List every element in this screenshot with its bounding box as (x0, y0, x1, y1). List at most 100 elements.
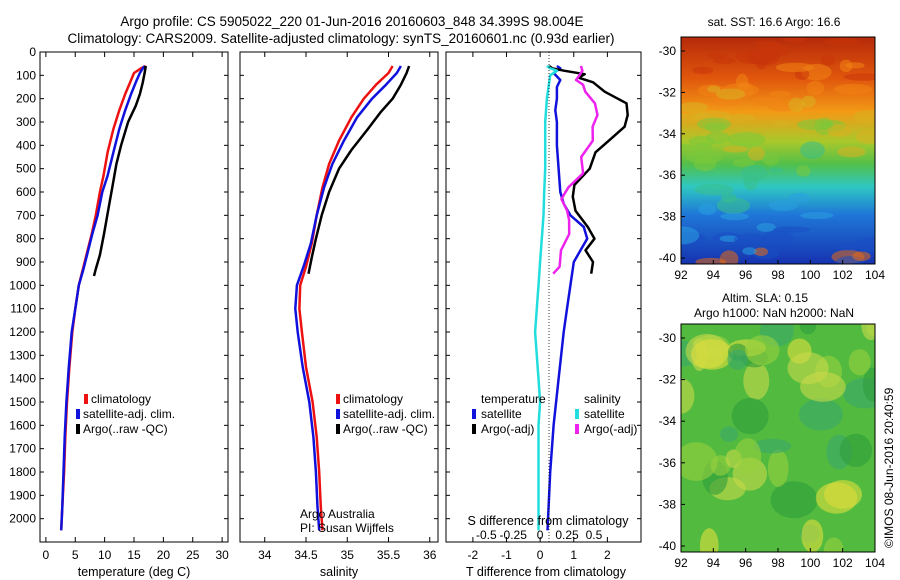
y-tick-label: 200 (16, 92, 36, 106)
sst-patch (727, 132, 766, 147)
title-line-2: Climatology: CARS2009. Satellite-adjuste… (67, 31, 614, 46)
credit-line-1: Argo Australia (300, 507, 375, 521)
x-tick-label: 15 (127, 548, 141, 562)
sst-patch (801, 95, 816, 108)
sla-texture (681, 324, 875, 552)
sla-patch (839, 433, 873, 468)
map-x-tick-label: 104 (865, 556, 885, 570)
temperature-legend: climatology satellite-adj. clim. Argo(..… (76, 392, 175, 436)
salinity-tick-label: -0.5 (476, 528, 497, 542)
sla-patch (743, 362, 770, 400)
sst-patch (692, 66, 714, 75)
sst-patch (696, 117, 732, 131)
temperature-panel-frame (39, 51, 229, 543)
sla-patch (801, 519, 824, 552)
sst-patch (853, 110, 875, 124)
map-x-tick-label: 98 (771, 268, 785, 282)
sst-ticks: 92 94 96 98 100 102 104 -30 -32 -34 -36 -38 -40 (659, 44, 886, 282)
sla-patch (699, 528, 719, 552)
sst-patch (720, 212, 749, 221)
sla-patch (710, 455, 731, 476)
sla-patch (691, 339, 734, 370)
sla-map (681, 324, 875, 552)
sst-patch (742, 247, 757, 255)
difference-legend: temperature satellite Argo(-adj) salinit… (472, 392, 637, 436)
map-y-tick-label: -32 (659, 373, 677, 387)
sst-patch (756, 222, 776, 232)
sla-patch (731, 397, 769, 435)
y-tick-label: 1800 (9, 465, 36, 479)
sst-patch (824, 37, 860, 46)
salinity-tick-label: 0.5 (586, 528, 603, 542)
map-y-tick-label: -34 (659, 127, 677, 141)
y-tick-label: 100 (16, 68, 36, 82)
series-line-temperature-satellite (546, 64, 589, 531)
sst-patch (719, 235, 739, 242)
legend-argo: Argo(..raw -QC) (343, 422, 428, 436)
sst-patch (698, 203, 717, 215)
sst-patch (715, 88, 746, 100)
y-tick-label: 1600 (9, 418, 36, 432)
sst-patch (852, 251, 871, 262)
y-tick-label: 2000 (9, 512, 36, 526)
series-line-argo-raw-qc- (307, 65, 411, 274)
y-tick-label: 1300 (9, 348, 36, 362)
sla-patch (799, 324, 817, 335)
sst-patch (800, 211, 834, 219)
sla-patch (681, 378, 695, 414)
legend-swatch-argo (336, 424, 340, 434)
series-line-climatology (298, 65, 394, 531)
sst-patch (772, 120, 792, 127)
y-tick-label: 1500 (9, 395, 36, 409)
map-x-tick-label: 104 (865, 268, 885, 282)
title-line-1: Argo profile: CS 5905022_220 01-Jun-2016… (120, 14, 583, 29)
sst-patch (733, 233, 767, 245)
legend-swatch-sal-argo (575, 424, 579, 434)
legend-title-salinity: salinity (584, 392, 621, 406)
sst-patch (843, 73, 875, 81)
sst-patch (772, 226, 811, 233)
sst-patch (740, 164, 768, 182)
x-tick-label: 0 (43, 548, 50, 562)
y-tick-label: 900 (16, 255, 36, 269)
sst-patch (761, 230, 794, 246)
sst-patch (769, 90, 791, 98)
series-line-temperature-argo-adj- (548, 64, 629, 274)
map-y-tick-label: -32 (659, 85, 677, 99)
sst-patch (719, 250, 739, 264)
y-tick-label: 300 (16, 115, 36, 129)
sla-patch (767, 449, 789, 487)
x-tick-label: 34 (258, 548, 272, 562)
y-tick-label: 0 (29, 45, 36, 59)
sst-patch (763, 43, 791, 57)
sla-map-title-1: Altim. SLA: 0.15 (722, 291, 808, 305)
sst-patch (732, 158, 755, 168)
sst-patch (788, 97, 805, 112)
x-tick-label: 25 (186, 548, 200, 562)
x-tick-label: -2 (468, 548, 479, 562)
legend-swatch-satellite (336, 409, 340, 419)
sst-patch (775, 62, 815, 73)
map-x-tick-label: 102 (833, 556, 853, 570)
y-tick-label: 1000 (9, 278, 36, 292)
sst-patch (762, 153, 779, 166)
sst-patch (796, 165, 811, 177)
y-tick-label: 800 (16, 232, 36, 246)
x-tick-label: 10 (98, 548, 112, 562)
y-tick-label: 1100 (10, 302, 36, 316)
x-tick-label: 35.5 (377, 548, 401, 562)
legend-satellite: satellite-adj. clim. (83, 407, 175, 421)
map-y-tick-label: -38 (659, 497, 677, 511)
sst-patch (712, 57, 736, 64)
x-tick-label: 35 (341, 548, 355, 562)
legend-satellite: satellite-adj. clim. (343, 407, 435, 421)
sst-patch (695, 257, 727, 264)
sla-patch (720, 426, 739, 442)
y-tick-label: 400 (16, 138, 36, 152)
sst-patch (706, 52, 728, 59)
sla-patch (727, 349, 748, 370)
map-y-tick-label: -40 (659, 539, 677, 553)
sst-patch (707, 85, 721, 93)
sst-map-title: sat. SST: 16.6 Argo: 16.6 (708, 15, 841, 29)
